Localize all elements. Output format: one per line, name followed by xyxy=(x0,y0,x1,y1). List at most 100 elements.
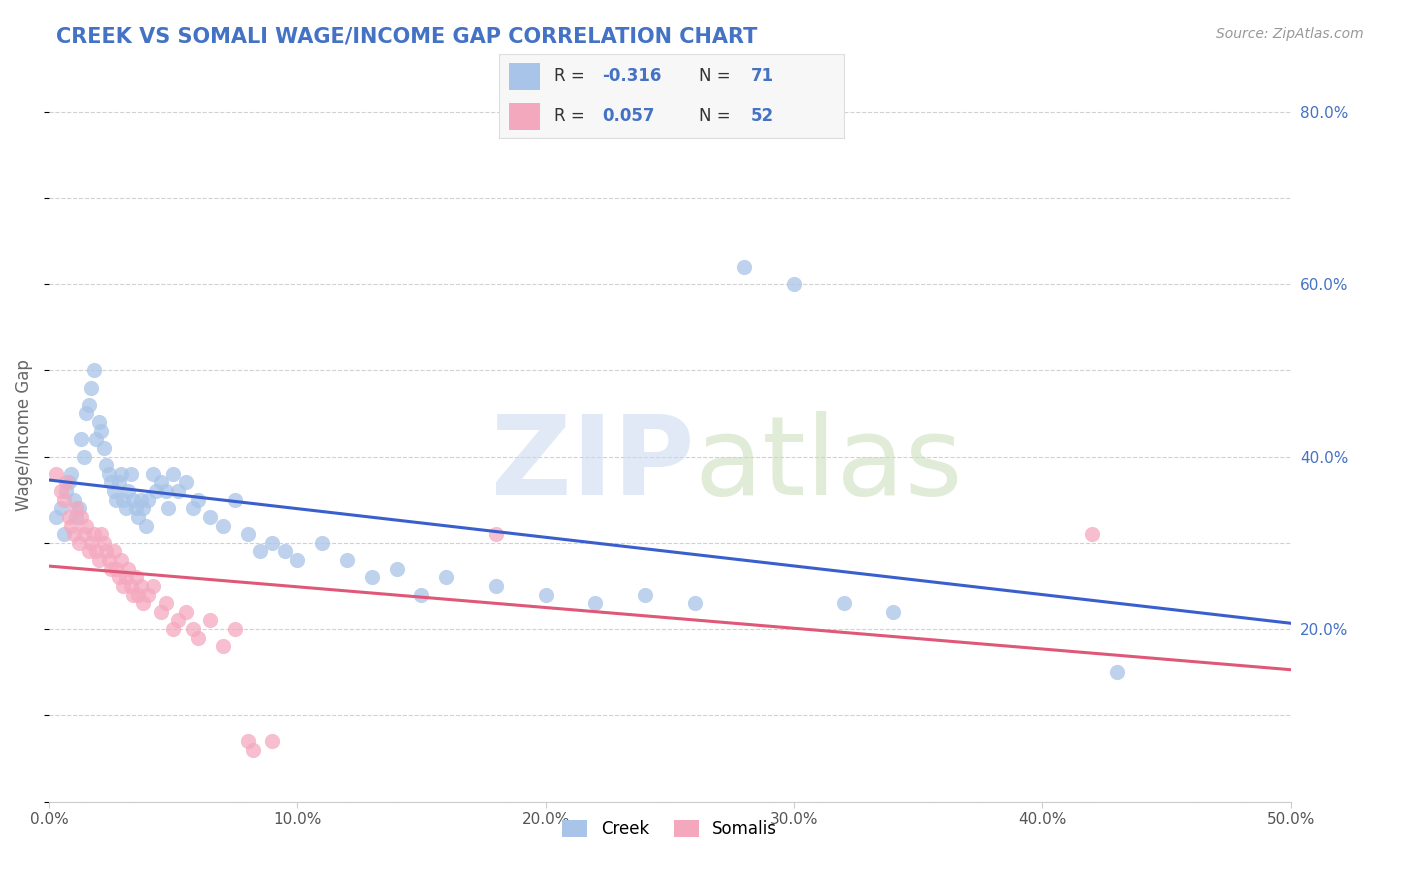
Text: atlas: atlas xyxy=(695,411,963,518)
Point xyxy=(93,536,115,550)
Point xyxy=(236,527,259,541)
Point xyxy=(155,596,177,610)
Point xyxy=(162,622,184,636)
Point xyxy=(87,553,110,567)
Point xyxy=(60,467,83,481)
Text: -0.316: -0.316 xyxy=(603,68,662,86)
Point xyxy=(181,501,204,516)
Point xyxy=(1081,527,1104,541)
Point xyxy=(112,579,135,593)
Point xyxy=(75,407,97,421)
Point xyxy=(117,484,139,499)
Point xyxy=(534,588,557,602)
Point xyxy=(120,579,142,593)
Point xyxy=(783,277,806,292)
Point xyxy=(73,527,96,541)
Point xyxy=(135,518,157,533)
Point xyxy=(90,527,112,541)
Point xyxy=(485,527,508,541)
Point xyxy=(129,579,152,593)
Point xyxy=(200,614,222,628)
Point xyxy=(127,510,149,524)
Point xyxy=(157,501,180,516)
Text: R =: R = xyxy=(554,68,591,86)
Point xyxy=(70,510,93,524)
Text: N =: N = xyxy=(699,68,735,86)
Text: Source: ZipAtlas.com: Source: ZipAtlas.com xyxy=(1216,27,1364,41)
Point xyxy=(80,381,103,395)
Point xyxy=(634,588,657,602)
Point xyxy=(52,527,75,541)
Point xyxy=(149,475,172,490)
Point xyxy=(360,570,382,584)
Point xyxy=(122,492,145,507)
Point xyxy=(1105,665,1128,680)
Text: CREEK VS SOMALI WAGE/INCOME GAP CORRELATION CHART: CREEK VS SOMALI WAGE/INCOME GAP CORRELAT… xyxy=(56,27,758,46)
Point xyxy=(90,424,112,438)
Point xyxy=(60,518,83,533)
Point xyxy=(110,467,132,481)
Point xyxy=(62,527,84,541)
Text: 52: 52 xyxy=(751,107,773,125)
Point xyxy=(80,536,103,550)
Text: 71: 71 xyxy=(751,68,773,86)
Point xyxy=(84,433,107,447)
Point xyxy=(832,596,855,610)
Point xyxy=(67,501,90,516)
Point xyxy=(211,518,233,533)
Point xyxy=(311,536,333,550)
Point xyxy=(336,553,359,567)
Point xyxy=(77,398,100,412)
Point xyxy=(125,501,148,516)
Point xyxy=(100,562,122,576)
Point xyxy=(129,492,152,507)
Point xyxy=(434,570,457,584)
Point xyxy=(181,622,204,636)
Point xyxy=(236,734,259,748)
Point xyxy=(77,544,100,558)
Point xyxy=(110,553,132,567)
Point xyxy=(65,501,87,516)
Point xyxy=(115,570,138,584)
Point xyxy=(262,536,284,550)
Point xyxy=(385,562,408,576)
Bar xyxy=(509,103,540,130)
Point xyxy=(125,570,148,584)
Point xyxy=(122,588,145,602)
Point xyxy=(411,588,433,602)
Point xyxy=(162,467,184,481)
Point xyxy=(73,450,96,464)
Text: N =: N = xyxy=(699,107,735,125)
Point xyxy=(187,492,209,507)
Point xyxy=(211,640,233,654)
Point xyxy=(733,260,755,274)
Point xyxy=(107,570,129,584)
Point xyxy=(149,605,172,619)
Point xyxy=(103,484,125,499)
Point xyxy=(583,596,606,610)
Point xyxy=(262,734,284,748)
Point xyxy=(93,441,115,455)
Point xyxy=(97,553,120,567)
Point xyxy=(224,622,246,636)
Point xyxy=(103,544,125,558)
Point xyxy=(167,484,190,499)
Point xyxy=(87,415,110,429)
Point xyxy=(167,614,190,628)
Point xyxy=(105,562,128,576)
Point xyxy=(112,492,135,507)
Point xyxy=(100,475,122,490)
Point xyxy=(55,475,77,490)
Point xyxy=(224,492,246,507)
Point xyxy=(249,544,271,558)
Point xyxy=(242,743,264,757)
Point xyxy=(145,484,167,499)
Point xyxy=(127,588,149,602)
Point xyxy=(45,467,67,481)
Point xyxy=(65,510,87,524)
Point xyxy=(67,536,90,550)
Point xyxy=(75,518,97,533)
Point xyxy=(285,553,308,567)
Point xyxy=(136,588,159,602)
Point xyxy=(155,484,177,499)
